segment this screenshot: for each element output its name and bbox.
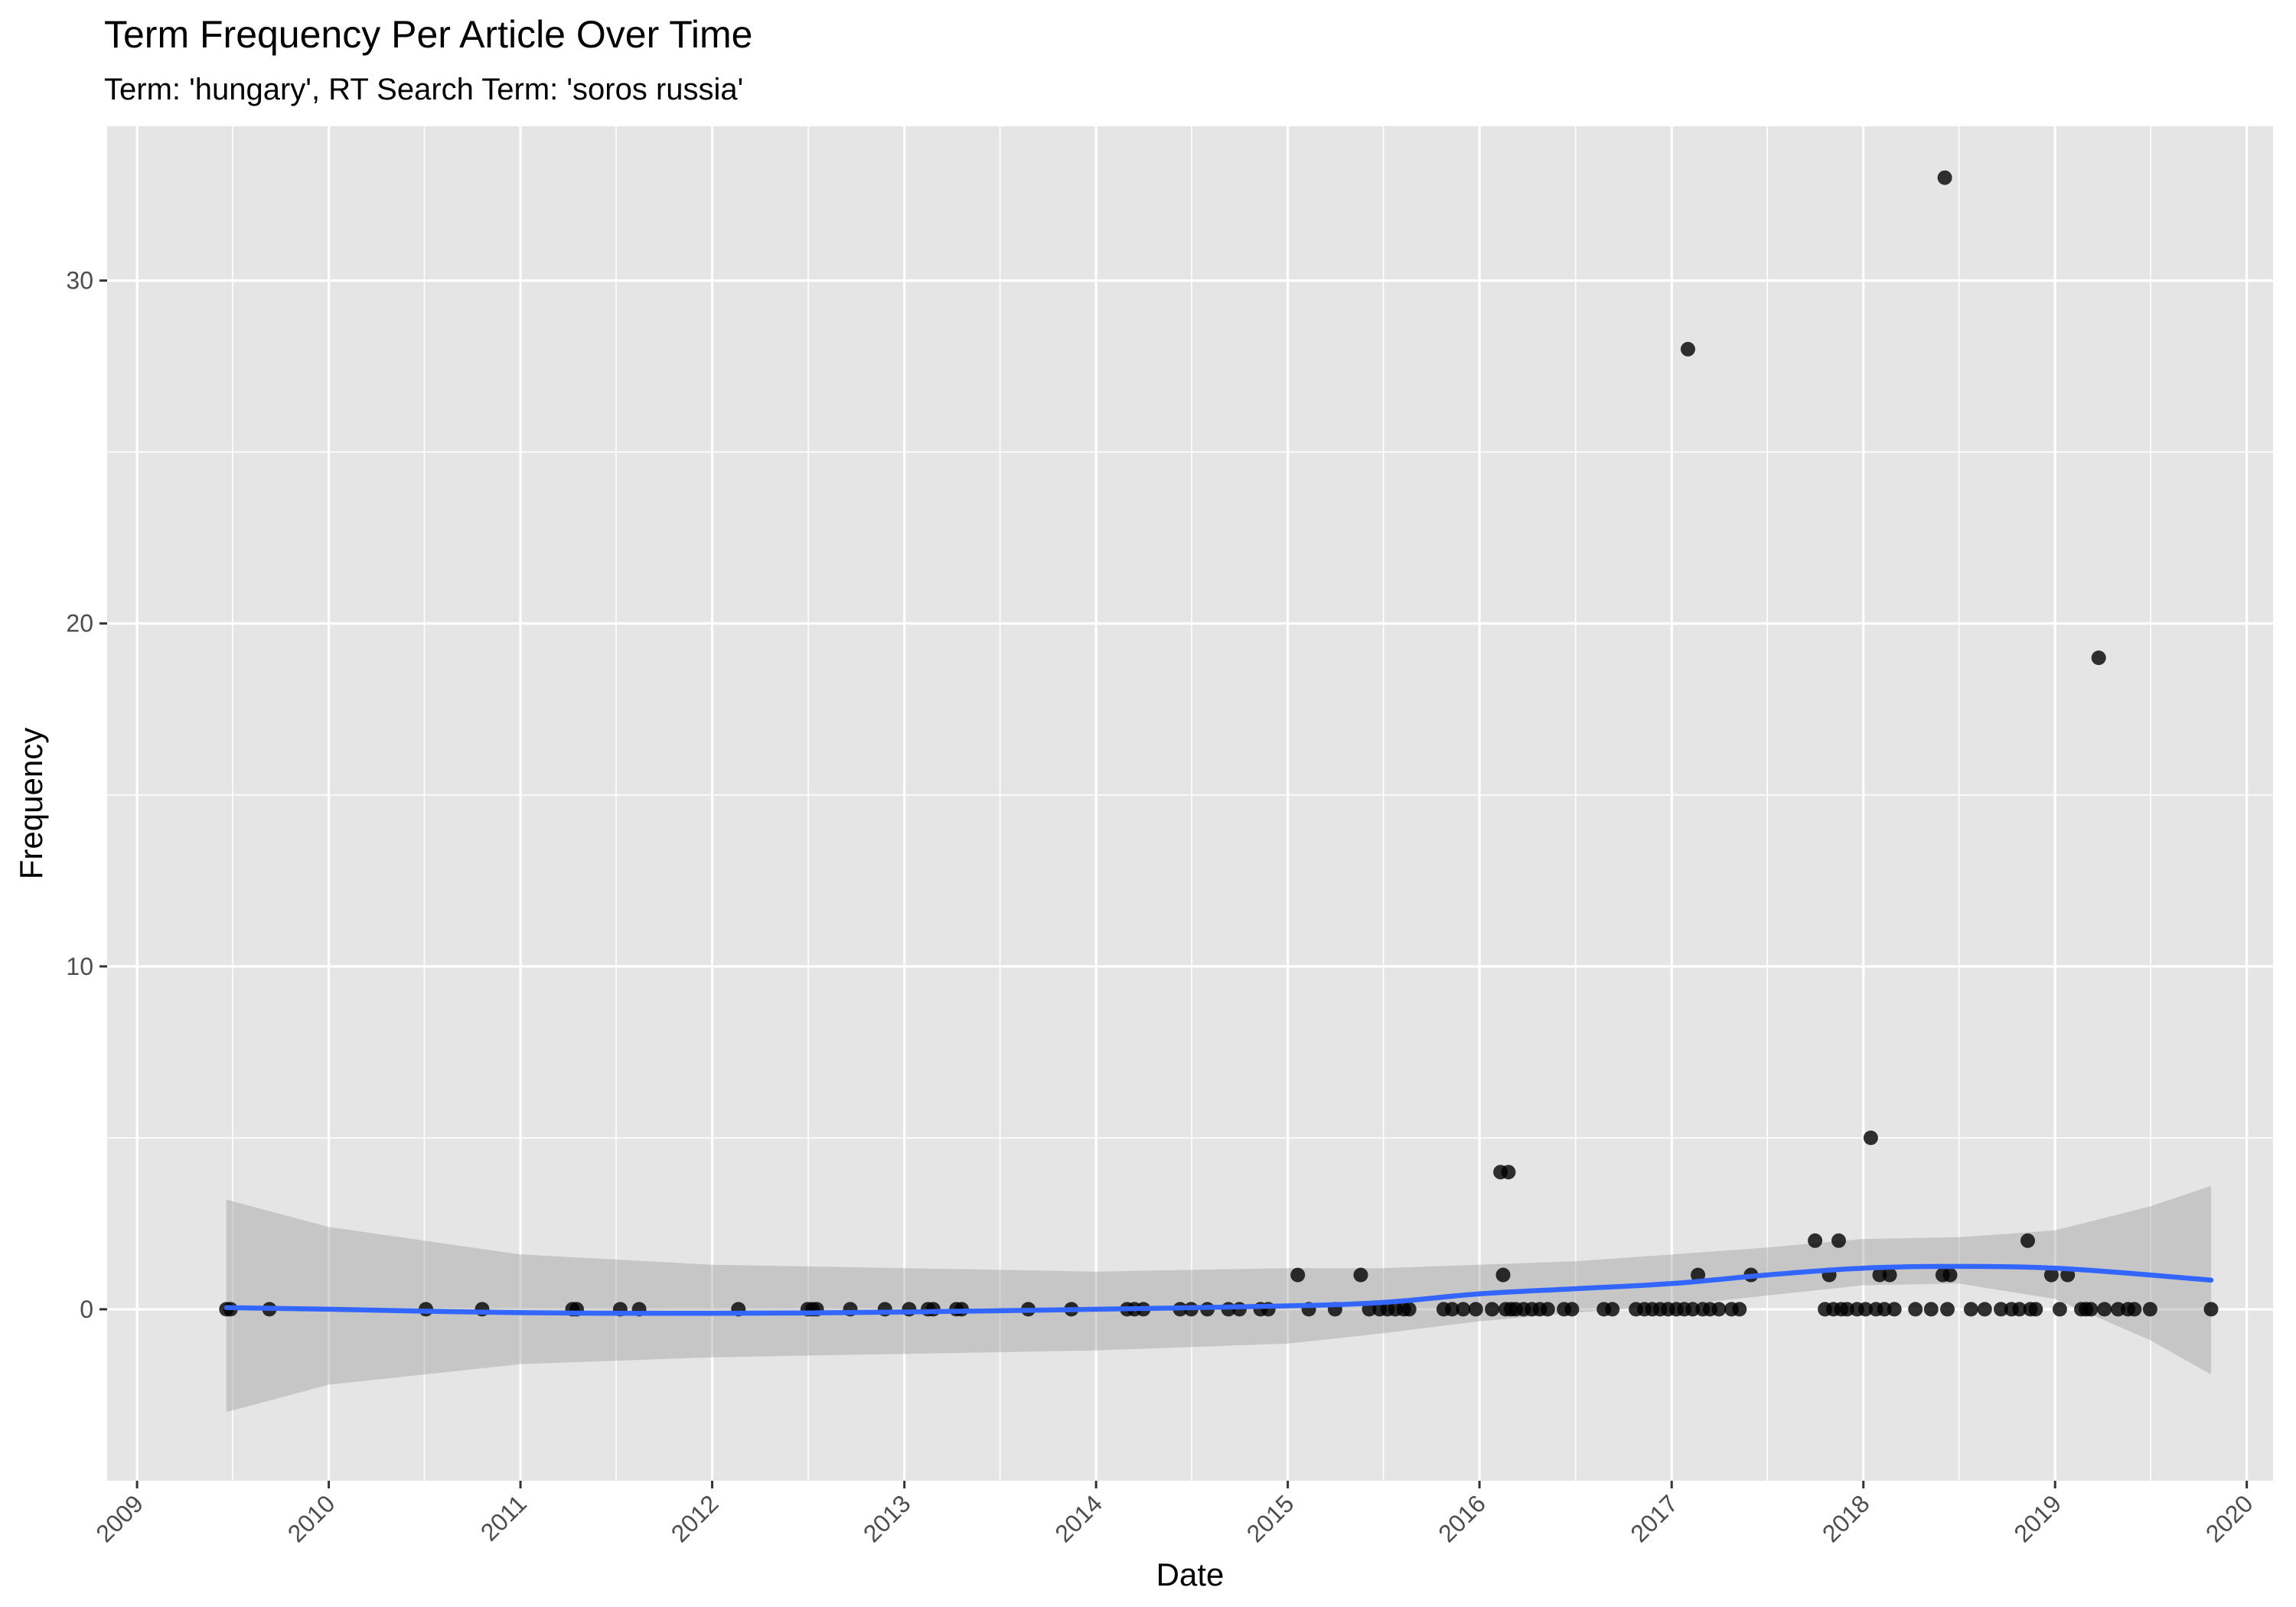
x-tick-label: 2009 bbox=[90, 1489, 148, 1547]
data-point bbox=[1444, 1302, 1459, 1317]
data-point bbox=[1923, 1302, 1939, 1317]
data-point bbox=[2127, 1302, 2142, 1317]
data-point bbox=[2020, 1233, 2035, 1248]
x-tick-label: 2020 bbox=[2200, 1489, 2258, 1547]
data-point bbox=[1908, 1302, 1923, 1317]
data-point bbox=[1877, 1302, 1892, 1317]
x-tick-label: 2018 bbox=[1817, 1489, 1875, 1547]
y-tick-label: 10 bbox=[66, 953, 93, 980]
data-point bbox=[1468, 1302, 1483, 1317]
x-tick-label: 2011 bbox=[475, 1489, 532, 1546]
confidence-band bbox=[226, 1185, 2211, 1413]
data-point bbox=[2083, 1302, 2099, 1317]
data-point bbox=[1977, 1302, 1992, 1317]
data-point bbox=[1732, 1302, 1747, 1317]
y-tick-label: 0 bbox=[80, 1296, 93, 1323]
data-points bbox=[219, 170, 2219, 1317]
data-point bbox=[1942, 1267, 1958, 1283]
x-tick-label: 2019 bbox=[2008, 1489, 2066, 1547]
minor-gridlines bbox=[107, 126, 2273, 1481]
x-tick-label: 2013 bbox=[858, 1489, 916, 1547]
data-point bbox=[2097, 1302, 2112, 1317]
x-tick-label: 2012 bbox=[666, 1489, 724, 1547]
data-point bbox=[2028, 1302, 2043, 1317]
plot-panel bbox=[107, 126, 2273, 1481]
data-point bbox=[1858, 1302, 1873, 1317]
smooth-line bbox=[223, 1263, 2214, 1316]
data-point bbox=[1994, 1302, 2008, 1317]
data-point bbox=[2091, 650, 2106, 666]
data-point bbox=[1605, 1302, 1620, 1317]
x-tick-label: 2017 bbox=[1625, 1489, 1683, 1547]
y-tick-label: 30 bbox=[66, 267, 93, 295]
x-axis-title: Date bbox=[1156, 1556, 1225, 1592]
x-tick-label: 2014 bbox=[1049, 1489, 1107, 1547]
y-tick-label: 20 bbox=[66, 610, 93, 637]
confidence-ribbon bbox=[226, 1185, 2211, 1413]
x-axis: 2009 2010 2011 2012 2013 2014 2015 2016 2017 2018… bbox=[90, 1481, 2258, 1547]
x-tick-label: 2016 bbox=[1433, 1489, 1491, 1547]
data-point bbox=[1495, 1267, 1511, 1283]
data-point bbox=[2052, 1302, 2067, 1317]
data-point bbox=[1353, 1267, 1368, 1283]
data-point bbox=[1840, 1302, 1854, 1317]
data-point bbox=[1564, 1302, 1580, 1317]
data-point bbox=[1937, 170, 1952, 185]
data-point bbox=[1711, 1302, 1727, 1317]
data-point bbox=[1831, 1233, 1846, 1248]
data-point bbox=[2142, 1302, 2157, 1317]
data-point bbox=[1501, 1165, 1516, 1180]
data-point bbox=[2203, 1302, 2219, 1317]
y-axis-title: Frequency bbox=[13, 728, 49, 879]
data-point bbox=[1681, 341, 1695, 357]
chart-subtitle: Term: 'hungary', RT Search Term: 'soros … bbox=[104, 73, 743, 106]
data-point bbox=[1887, 1302, 1902, 1317]
y-axis: 0 10 20 30 bbox=[66, 267, 107, 1323]
data-point bbox=[2111, 1302, 2126, 1317]
data-point bbox=[1863, 1130, 1878, 1146]
data-point bbox=[1963, 1302, 1978, 1317]
x-tick-label: 2015 bbox=[1241, 1489, 1300, 1547]
data-point bbox=[1872, 1267, 1887, 1283]
smooth-trend bbox=[223, 1263, 2214, 1316]
x-tick-label: 2010 bbox=[282, 1489, 341, 1547]
data-point bbox=[1456, 1302, 1471, 1317]
data-point bbox=[1485, 1302, 1500, 1317]
data-point bbox=[1808, 1233, 1823, 1248]
chart-title: Term Frequency Per Article Over Time bbox=[104, 13, 752, 56]
data-point bbox=[1940, 1302, 1955, 1317]
data-point bbox=[1401, 1302, 1417, 1317]
data-point bbox=[1685, 1302, 1701, 1317]
data-point bbox=[2043, 1267, 2059, 1283]
data-point bbox=[2012, 1302, 2027, 1317]
data-point bbox=[1540, 1302, 1555, 1317]
data-point bbox=[1882, 1267, 1897, 1283]
data-point bbox=[1290, 1267, 1306, 1283]
